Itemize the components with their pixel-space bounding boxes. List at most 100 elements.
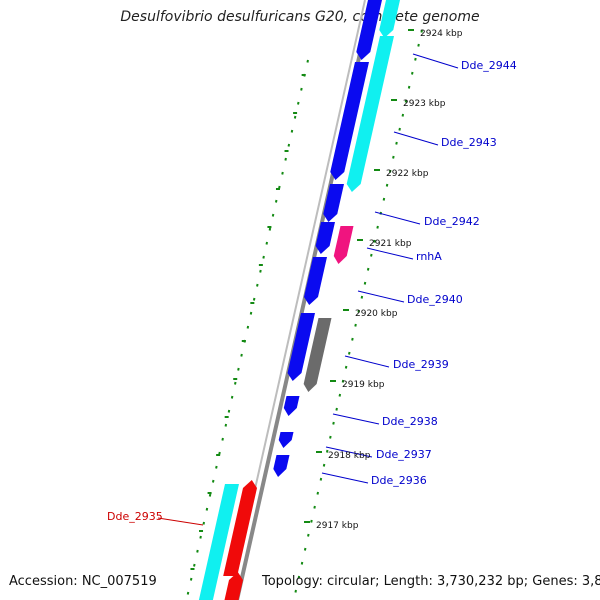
outer-ruler-dot [382, 197, 386, 201]
inner-ruler-dot [234, 381, 237, 385]
outer-ruler-dot [310, 519, 313, 523]
gene-label: Dde_2942 [424, 215, 480, 228]
inner-ruler-dot [300, 87, 303, 91]
inner-ruler-dot [208, 493, 212, 497]
outer-ruler-dot [395, 141, 398, 145]
kbp-label: 2922 kbp [386, 169, 429, 179]
gene-cyan-2944 [379, 0, 400, 38]
outer-ruler-dot [351, 337, 354, 341]
gene-rnha [333, 226, 354, 264]
gene-label: Dde_2939 [393, 358, 449, 371]
inner-ruler-dot [287, 143, 291, 147]
outer-ruler-dot [354, 323, 357, 327]
inner-ruler-dot [265, 241, 269, 245]
inner-ruler-dot [256, 283, 259, 287]
outer-ruler-dot [297, 575, 301, 579]
gene-label: Dde_2943 [441, 136, 497, 149]
inner-ruler-dot [224, 423, 228, 427]
kbp-label: 2921 kbp [369, 239, 412, 249]
outer-ruler-dot [392, 155, 395, 159]
gene-features [198, 0, 400, 600]
outer-ruler-dot [322, 463, 326, 467]
kbp-labels: 2924 kbp 2923 kbp 2922 kbp 2921 kbp 2920 kbp… [304, 29, 463, 531]
inner-ruler-dot [281, 171, 284, 175]
label-leaders [157, 53, 459, 526]
gene-dde-2940 [304, 257, 327, 305]
leader-line [332, 413, 380, 425]
gene-label: Dde_2944 [461, 59, 517, 72]
outer-ruler-dot [348, 351, 351, 355]
outer-ruler-dot [357, 309, 360, 313]
outer-ruler-dot [385, 183, 389, 187]
outer-ruler-dot [341, 379, 345, 383]
gene-label: Dde_2937 [376, 448, 432, 461]
gene-label: rnhA [416, 250, 442, 263]
kbp-label: 2919 kbp [342, 380, 385, 390]
inner-ruler-dot [246, 325, 250, 329]
inner-ruler-dot [221, 437, 224, 441]
leader-line [357, 290, 405, 303]
gene-dde-2936 [273, 455, 290, 477]
inner-ruler-dot [271, 213, 275, 217]
gene-dde-2943 [330, 62, 369, 180]
outer-ruler-dot [307, 533, 310, 537]
inner-ruler-dot [227, 409, 231, 413]
gene-label: Dde_2938 [382, 415, 438, 428]
inner-ruler-dot [189, 577, 193, 581]
gene-label: Dde_2940 [407, 293, 463, 306]
inner-ruler-dot [249, 311, 253, 315]
genome-stats-text: Topology: circular; Length: 3,730,232 bp… [262, 574, 600, 589]
cds-cyan-2935 [198, 484, 239, 600]
gene-label: Dde_2936 [371, 474, 427, 487]
kbp-label: 2923 kbp [403, 99, 446, 109]
kbp-label: 2918 kbp [328, 451, 371, 461]
outer-ruler-dot [325, 449, 329, 453]
outer-ruler-dot [294, 589, 297, 593]
outer-ruler-dot [338, 393, 342, 397]
outer-ruler-dot [303, 547, 307, 551]
outer-ruler-dot [300, 561, 304, 565]
outer-ruler-dot [411, 71, 414, 75]
outer-ruler-dot [376, 225, 379, 229]
outer-ruler-dot [316, 491, 320, 495]
inner-ruler-dot [297, 101, 300, 105]
gene-dde-2937 [278, 432, 294, 448]
inner-ruler-dot [186, 591, 190, 595]
leader-line [321, 472, 369, 484]
accession-text: Accession: NC_007519 [9, 574, 157, 589]
leader-line [393, 131, 439, 146]
inner-ruler-dot [196, 549, 199, 553]
outer-ruler-dot [388, 169, 392, 173]
leader-line [325, 446, 373, 458]
outer-ruler-dot [335, 407, 338, 411]
leader-line [412, 53, 459, 69]
inner-ruler-dot [193, 563, 196, 567]
inner-ruler-dot [306, 59, 309, 63]
outer-ruler-dot [420, 29, 423, 33]
inner-ruler-dot [202, 521, 206, 525]
gene-dde-2935 [223, 480, 257, 576]
inner-ruler-dot [274, 199, 278, 203]
gene-dde-2944 [356, 0, 382, 60]
inner-ruler-dot [293, 115, 297, 119]
inner-ruler-dot [199, 535, 202, 539]
outer-ruler-dot [332, 421, 335, 425]
outer-ruler-dot [319, 477, 323, 481]
leader-line [157, 517, 204, 526]
outer-ruler-dot [401, 113, 405, 117]
inner-ruler-dot [284, 157, 287, 161]
inner-ruler-dot [205, 507, 209, 511]
outer-ruler-dot [414, 57, 417, 61]
gene-dde-2935-b [224, 572, 243, 600]
outer-ruler-dot [344, 365, 348, 369]
gene-dde-2942 [323, 184, 344, 222]
kbp-label: 2920 kbp [355, 309, 398, 319]
outer-ruler-dot [313, 505, 316, 509]
gene-dde-2941 [315, 222, 335, 254]
inner-ruler-dot [252, 297, 256, 301]
inner-ruler-dot [259, 269, 262, 273]
leader-line [366, 247, 414, 260]
tick-rulers [186, 29, 423, 595]
outer-ruler-dot [363, 281, 367, 285]
